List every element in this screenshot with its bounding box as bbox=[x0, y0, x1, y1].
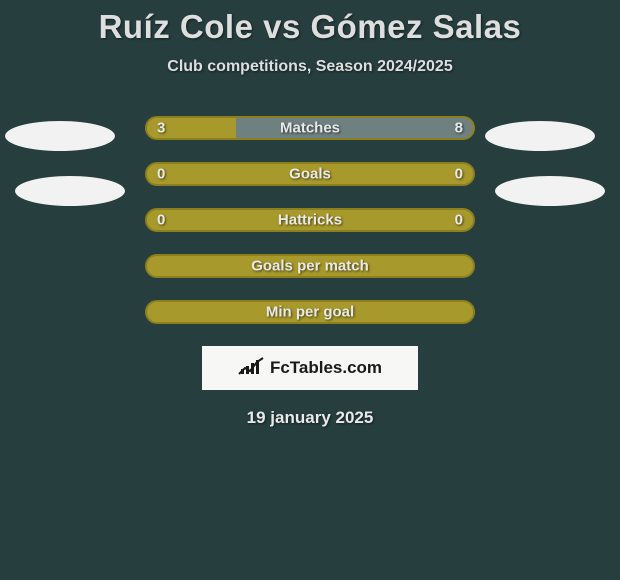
stat-row: Min per goal bbox=[145, 300, 475, 324]
flag-ellipse bbox=[15, 176, 125, 206]
stat-label: Goals per match bbox=[147, 258, 473, 275]
flag-ellipse bbox=[495, 176, 605, 206]
badge-text: FcTables.com bbox=[270, 358, 382, 378]
stat-label: Min per goal bbox=[147, 304, 473, 321]
stat-label: Matches bbox=[147, 120, 473, 137]
stat-row: 0Hattricks0 bbox=[145, 208, 475, 232]
chart-icon bbox=[238, 356, 264, 381]
stat-value-right: 0 bbox=[455, 212, 463, 229]
flag-ellipse bbox=[5, 121, 115, 151]
stat-row: 3Matches8 bbox=[145, 116, 475, 140]
stat-row: 0Goals0 bbox=[145, 162, 475, 186]
page-title: Ruíz Cole vs Gómez Salas bbox=[0, 0, 620, 46]
stat-label: Goals bbox=[147, 166, 473, 183]
stat-value-right: 8 bbox=[455, 120, 463, 137]
flag-ellipse bbox=[485, 121, 595, 151]
date-label: 19 january 2025 bbox=[0, 408, 620, 428]
stat-value-right: 0 bbox=[455, 166, 463, 183]
subtitle: Club competitions, Season 2024/2025 bbox=[0, 58, 620, 76]
stat-row: Goals per match bbox=[145, 254, 475, 278]
fctables-badge[interactable]: FcTables.com bbox=[202, 346, 418, 390]
stat-label: Hattricks bbox=[147, 212, 473, 229]
